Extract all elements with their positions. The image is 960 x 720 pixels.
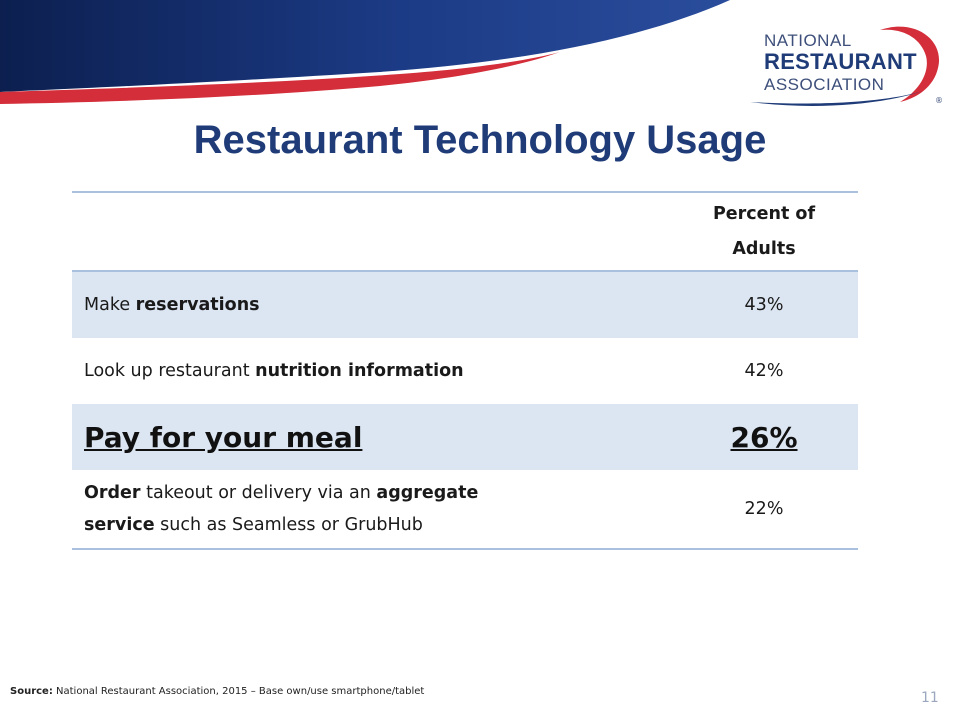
logo-swoosh-icon — [750, 26, 940, 106]
association-logo: NATIONAL RESTAURANT ASSOCIATION ® — [730, 20, 950, 110]
header-value-cell: Percent of Adults — [670, 197, 858, 267]
table-row: Make reservations 43% — [72, 272, 858, 338]
row-label: Look up restaurant nutrition information — [72, 361, 670, 381]
table-row-highlighted: Pay for your meal 26% — [72, 404, 858, 470]
table-row: Look up restaurant nutrition information… — [72, 338, 858, 404]
row-label-bold: aggregate — [376, 483, 479, 503]
logo-line-national: NATIONAL — [764, 31, 852, 50]
row-label: Make reservations — [72, 295, 670, 315]
table-header-row: Percent of Adults — [72, 191, 858, 272]
source-label: Source: — [10, 686, 53, 697]
slide-title: Restaurant Technology Usage — [193, 118, 767, 162]
table-row: Order takeout or delivery via an aggrega… — [72, 470, 858, 550]
source-text: National Restaurant Association, 2015 – … — [52, 686, 425, 697]
logo-line-association: ASSOCIATION — [764, 75, 885, 94]
row-label: Order takeout or delivery via an aggrega… — [72, 477, 670, 541]
header-banner — [0, 0, 730, 104]
source-note: Source: National Restaurant Association,… — [10, 686, 424, 697]
row-label-text: Look up restaurant — [84, 361, 256, 381]
row-label: Pay for your meal — [84, 420, 363, 454]
row-value: 43% — [744, 295, 784, 315]
row-label-bold: reservations — [135, 295, 260, 315]
registered-mark: ® — [935, 96, 943, 105]
row-value: 26% — [730, 420, 798, 454]
usage-table: Percent of Adults Make reservations 43% … — [72, 191, 858, 550]
page-number: 11 — [921, 690, 939, 706]
header-value-line-2: Adults — [732, 238, 796, 259]
row-label-text: such as Seamless or GrubHub — [154, 515, 423, 535]
row-label-text: Make — [84, 295, 136, 315]
row-label-bold: Order — [84, 483, 141, 503]
row-value: 42% — [744, 361, 784, 381]
row-label-text: takeout or delivery via an — [140, 483, 377, 503]
row-label-bold: nutrition information — [255, 361, 464, 381]
row-value: 22% — [744, 499, 784, 519]
row-label-bold: service — [84, 515, 155, 535]
header-value-line-1: Percent of — [712, 203, 816, 224]
logo-line-restaurant: RESTAURANT — [764, 49, 917, 74]
